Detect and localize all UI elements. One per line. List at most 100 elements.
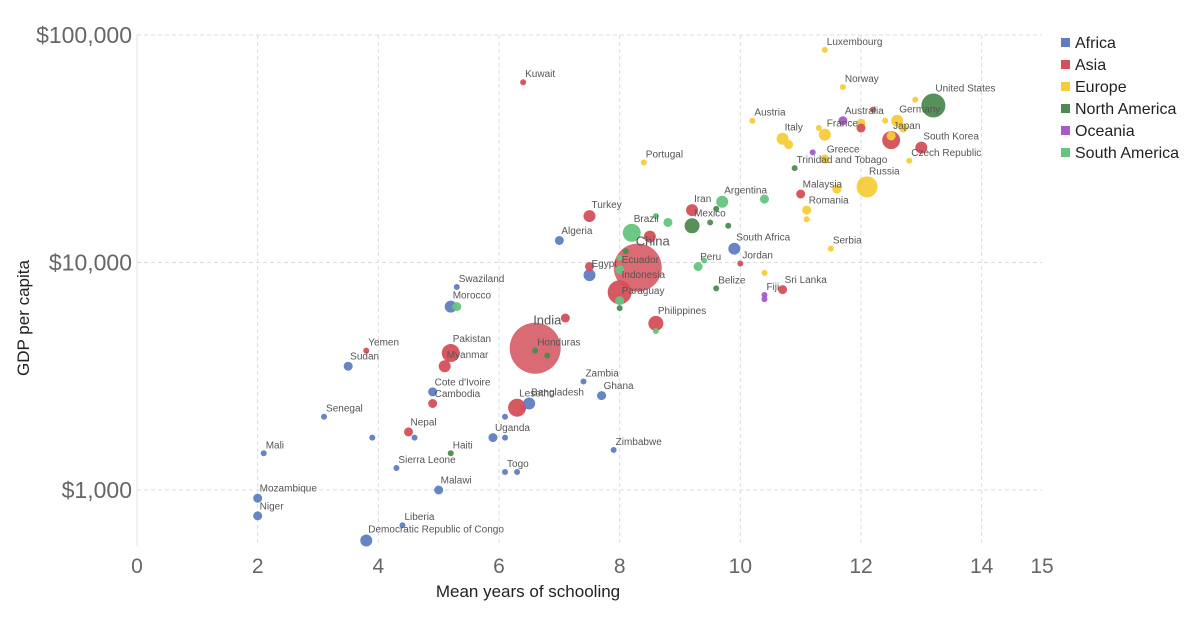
legend-swatch xyxy=(1061,60,1070,69)
data-point xyxy=(583,269,596,282)
data-point xyxy=(652,213,659,220)
point-label: Cote d'Ivoire xyxy=(435,377,491,388)
data-point xyxy=(441,344,460,363)
x-axis-label: Mean years of schooling xyxy=(436,582,620,601)
point-label: Italy xyxy=(785,123,803,134)
legend-label: South America xyxy=(1075,145,1179,162)
point-label: Trinidad and Tobago xyxy=(797,155,888,166)
data-point xyxy=(821,46,828,53)
data-point xyxy=(832,184,842,194)
legend-label: Asia xyxy=(1075,57,1106,74)
legend-swatch xyxy=(1061,126,1070,135)
point-label: France xyxy=(827,119,859,130)
point-label: Kuwait xyxy=(525,69,555,80)
point-label: Mali xyxy=(266,440,284,451)
data-point xyxy=(514,468,521,475)
point-label: Romania xyxy=(809,196,849,207)
data-point xyxy=(912,96,919,103)
point-label: Paraguay xyxy=(622,286,665,297)
point-label: Belize xyxy=(718,275,746,286)
data-point xyxy=(713,285,720,292)
data-point xyxy=(615,265,625,275)
point-label: Czech Republic xyxy=(911,148,981,159)
x-tick-label: 4 xyxy=(372,555,384,578)
legend-swatch xyxy=(1061,104,1070,113)
point-label: Germany xyxy=(899,105,940,116)
data-point xyxy=(363,347,370,354)
data-point xyxy=(523,397,536,410)
data-point xyxy=(447,450,454,457)
data-point xyxy=(693,262,703,272)
data-point xyxy=(560,313,570,323)
point-label: India xyxy=(533,313,562,328)
data-point xyxy=(404,427,413,437)
point-label: Norway xyxy=(845,74,879,85)
data-point xyxy=(791,165,798,172)
point-label: Serbia xyxy=(833,236,862,247)
x-tick-label: 15 xyxy=(1030,555,1053,578)
data-point xyxy=(554,235,564,245)
point-label: Haiti xyxy=(453,440,473,451)
data-point xyxy=(839,84,846,91)
x-tick-label: 12 xyxy=(849,555,872,578)
data-point xyxy=(343,361,353,371)
point-label: China xyxy=(636,234,671,249)
x-tick-label: 0 xyxy=(131,555,143,578)
y-axis-ticks: $1,000 $10,000 $100,000 xyxy=(36,22,132,503)
data-point xyxy=(532,347,539,354)
data-point xyxy=(502,413,509,420)
point-label: Portugal xyxy=(646,150,683,161)
data-point xyxy=(818,128,831,141)
point-label: Nepal xyxy=(411,417,437,428)
x-tick-label: 2 xyxy=(252,555,264,578)
y-tick-label: $10,000 xyxy=(49,250,132,276)
point-label: Yemen xyxy=(368,338,399,349)
data-point xyxy=(411,434,418,441)
data-point xyxy=(502,468,509,475)
data-point xyxy=(502,434,509,441)
data-point xyxy=(728,242,741,255)
point-label: Japan xyxy=(893,121,920,132)
data-point xyxy=(610,446,617,453)
point-label: Swaziland xyxy=(459,274,505,285)
data-point xyxy=(369,434,376,441)
data-point xyxy=(856,123,866,133)
data-point xyxy=(428,387,438,397)
data-point xyxy=(544,352,551,359)
data-point xyxy=(613,243,662,292)
data-point xyxy=(686,204,699,217)
legend-label: North America xyxy=(1075,101,1176,118)
data-point xyxy=(803,216,810,223)
data-point xyxy=(580,378,587,385)
data-point xyxy=(520,404,527,411)
data-point xyxy=(643,230,656,243)
data-point xyxy=(856,176,878,198)
point-label: Pakistan xyxy=(453,334,491,345)
point-label: South Korea xyxy=(923,132,979,143)
point-label: Egypt xyxy=(592,259,618,270)
point-label: Zimbabwe xyxy=(616,437,663,448)
data-point xyxy=(616,254,623,261)
point-label: Jordan xyxy=(742,250,773,261)
data-point xyxy=(640,159,647,166)
point-label: Sierra Leone xyxy=(398,455,456,466)
data-point xyxy=(820,154,830,164)
point-label: Senegal xyxy=(326,404,363,415)
point-label: Philippines xyxy=(658,306,706,317)
point-label: Mozambique xyxy=(260,484,318,495)
data-point xyxy=(921,93,946,118)
data-point xyxy=(616,305,623,312)
data-point xyxy=(915,141,928,154)
data-point xyxy=(906,157,913,164)
data-point xyxy=(438,360,451,373)
point-label: Togo xyxy=(507,459,529,470)
legend-swatch xyxy=(1061,38,1070,47)
data-point xyxy=(622,223,641,242)
data-point xyxy=(453,284,460,291)
data-point xyxy=(725,222,732,229)
data-point xyxy=(796,189,806,199)
point-label: United States xyxy=(935,83,995,94)
y-tick-label: $100,000 xyxy=(36,22,132,48)
data-point xyxy=(684,218,700,234)
data-point xyxy=(882,117,889,124)
